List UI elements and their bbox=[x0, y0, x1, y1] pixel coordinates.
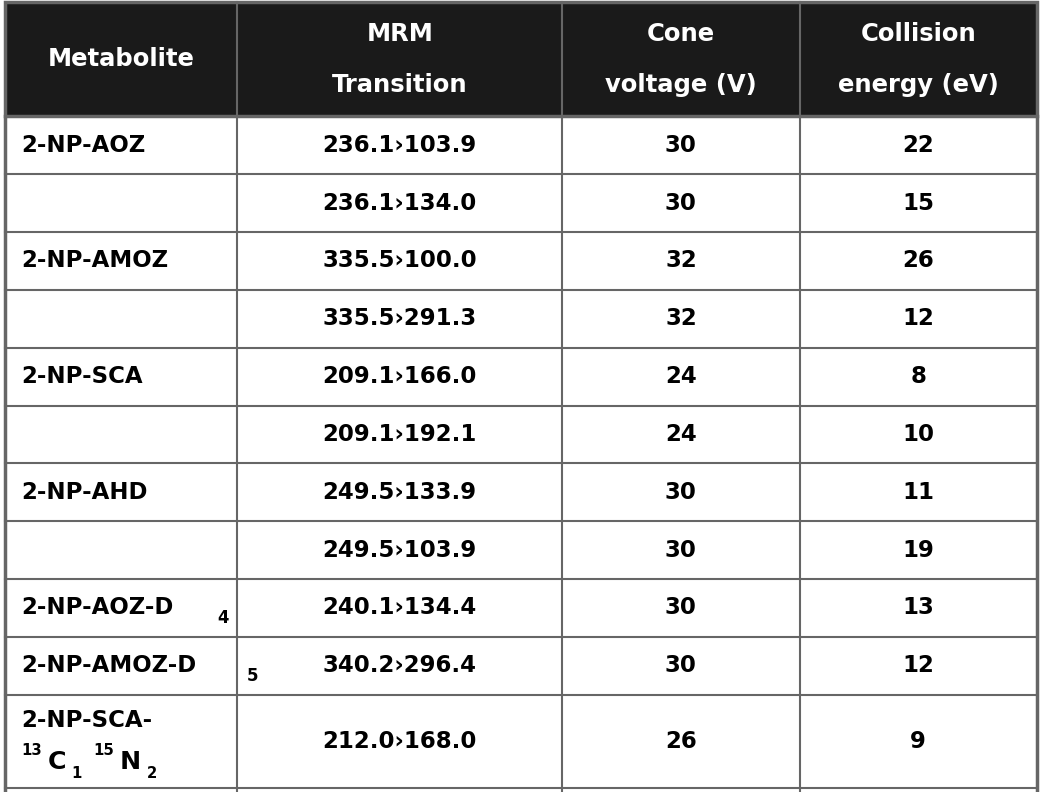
Text: 30: 30 bbox=[665, 539, 697, 562]
Bar bbox=[5, 637, 1037, 695]
Text: 30: 30 bbox=[665, 596, 697, 619]
Text: 30: 30 bbox=[665, 192, 697, 215]
Text: 8: 8 bbox=[911, 365, 926, 388]
Text: Collision: Collision bbox=[861, 21, 976, 46]
Text: 15: 15 bbox=[902, 192, 935, 215]
Text: 249.5›103.9: 249.5›103.9 bbox=[323, 539, 477, 562]
Text: 236.1›134.0: 236.1›134.0 bbox=[323, 192, 477, 215]
Bar bbox=[5, 406, 1037, 463]
Bar bbox=[5, 463, 1037, 521]
Text: 5: 5 bbox=[247, 667, 258, 684]
Text: 209.1›192.1: 209.1›192.1 bbox=[323, 423, 477, 446]
Text: 2-NP-AMOZ: 2-NP-AMOZ bbox=[21, 249, 168, 272]
Text: 9: 9 bbox=[911, 729, 926, 753]
Text: 30: 30 bbox=[665, 654, 697, 677]
Text: 212.0›168.0: 212.0›168.0 bbox=[323, 729, 477, 753]
Text: 2-NP-AOZ-D: 2-NP-AOZ-D bbox=[21, 596, 173, 619]
Text: 2-NP-SCA: 2-NP-SCA bbox=[21, 365, 143, 388]
Bar bbox=[5, 232, 1037, 290]
Bar bbox=[5, 2, 1037, 116]
Text: 335.5›291.3: 335.5›291.3 bbox=[323, 307, 477, 330]
Text: 335.5›100.0: 335.5›100.0 bbox=[322, 249, 477, 272]
Bar bbox=[5, 174, 1037, 232]
Text: Metabolite: Metabolite bbox=[48, 47, 195, 71]
Bar bbox=[5, 348, 1037, 406]
Text: 26: 26 bbox=[902, 249, 934, 272]
Text: 30: 30 bbox=[665, 134, 697, 157]
Bar bbox=[5, 290, 1037, 348]
Text: 2: 2 bbox=[147, 766, 157, 781]
Text: 340.2›296.4: 340.2›296.4 bbox=[323, 654, 477, 677]
Text: 1: 1 bbox=[71, 766, 81, 781]
Text: Transition: Transition bbox=[332, 74, 468, 97]
Bar bbox=[5, 116, 1037, 174]
Text: N: N bbox=[120, 750, 141, 774]
Text: energy (eV): energy (eV) bbox=[838, 74, 998, 97]
Text: 11: 11 bbox=[902, 481, 935, 504]
Text: 32: 32 bbox=[665, 249, 697, 272]
Text: 26: 26 bbox=[665, 729, 697, 753]
Text: 4: 4 bbox=[218, 609, 229, 626]
Bar bbox=[5, 695, 1037, 788]
Text: 22: 22 bbox=[902, 134, 934, 157]
Text: 12: 12 bbox=[902, 307, 934, 330]
Text: 10: 10 bbox=[902, 423, 935, 446]
Text: 32: 32 bbox=[665, 307, 697, 330]
Text: 15: 15 bbox=[93, 743, 114, 758]
Text: 209.1›166.0: 209.1›166.0 bbox=[323, 365, 477, 388]
Text: 12: 12 bbox=[902, 654, 934, 677]
Bar bbox=[5, 579, 1037, 637]
Bar bbox=[5, 521, 1037, 579]
Text: MRM: MRM bbox=[367, 21, 433, 46]
Text: 2-NP-AHD: 2-NP-AHD bbox=[21, 481, 147, 504]
Text: 30: 30 bbox=[665, 481, 697, 504]
Text: 24: 24 bbox=[665, 423, 697, 446]
Text: voltage (V): voltage (V) bbox=[605, 74, 756, 97]
Text: C: C bbox=[48, 750, 66, 774]
Text: 249.5›133.9: 249.5›133.9 bbox=[323, 481, 477, 504]
Text: 236.1›103.9: 236.1›103.9 bbox=[323, 134, 477, 157]
Text: 13: 13 bbox=[21, 743, 42, 758]
Text: 2-NP-AOZ: 2-NP-AOZ bbox=[21, 134, 145, 157]
Text: Cone: Cone bbox=[647, 21, 715, 46]
Text: 2-NP-SCA-: 2-NP-SCA- bbox=[21, 710, 152, 733]
Text: 2-NP-AMOZ-D: 2-NP-AMOZ-D bbox=[21, 654, 196, 677]
Text: 19: 19 bbox=[902, 539, 934, 562]
Text: 24: 24 bbox=[665, 365, 697, 388]
Text: 13: 13 bbox=[902, 596, 934, 619]
Bar bbox=[5, 788, 1037, 792]
Text: 240.1›134.4: 240.1›134.4 bbox=[323, 596, 477, 619]
